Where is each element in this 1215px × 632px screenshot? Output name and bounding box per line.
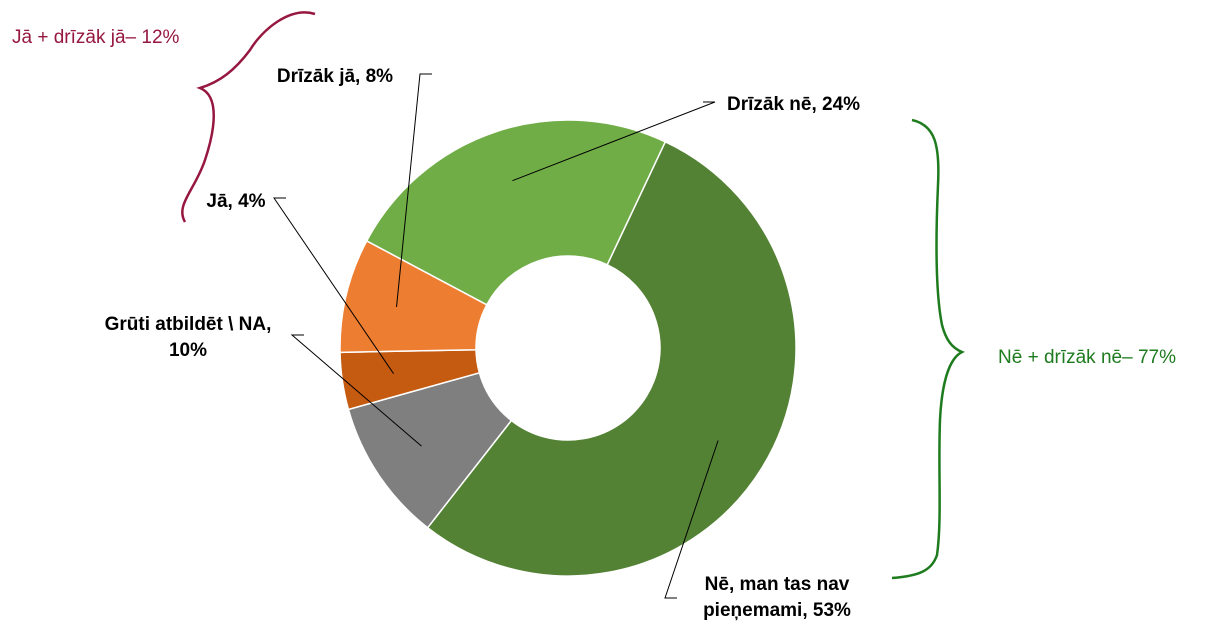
slice-4 bbox=[339, 239, 488, 354]
leader-line-2 bbox=[290, 334, 422, 447]
slice-label-line: Drīzāk jā, 8% bbox=[277, 66, 393, 87]
leader-line-3 bbox=[273, 197, 394, 374]
slice-labels-layer: Drīzāk nē, 24% Nē, man tas nav pieņemami, … bbox=[105, 66, 861, 621]
leader-lines-layer bbox=[273, 73, 719, 599]
leader-line-0 bbox=[512, 101, 716, 182]
slice-label-line: Grūti atbildēt \ NA, bbox=[105, 314, 272, 335]
slice-label-line: 10% bbox=[169, 340, 207, 361]
slice-label-line: pieņemami, 53% bbox=[703, 600, 851, 621]
slice-label-line: Jā, 4% bbox=[206, 191, 265, 212]
slice-1 bbox=[426, 140, 797, 577]
leader-line-1 bbox=[664, 440, 719, 599]
yes-group-label: Jā + drīzāk jā– 12% bbox=[12, 27, 180, 48]
slice-label-2: Grūti atbildēt \ NA, 10% bbox=[105, 314, 272, 361]
no-group-label: Nē + drīzāk nē– 77% bbox=[998, 347, 1176, 368]
slices-layer bbox=[339, 119, 797, 577]
slice-label-line: Drīzāk nē, 24% bbox=[727, 94, 860, 115]
no-group-bracket bbox=[891, 118, 966, 580]
slice-label-3: Jā, 4% bbox=[206, 191, 265, 212]
leader-line-4 bbox=[396, 73, 432, 308]
slice-0 bbox=[365, 119, 667, 306]
yes-group-bracket bbox=[181, 11, 316, 223]
slice-label-0: Drīzāk nē, 24% bbox=[727, 94, 860, 115]
slice-label-1: Nē, man tas nav pieņemami, 53% bbox=[703, 574, 851, 621]
slice-label-4: Drīzāk jā, 8% bbox=[277, 66, 393, 87]
slice-label-line: Nē, man tas nav bbox=[705, 574, 850, 595]
